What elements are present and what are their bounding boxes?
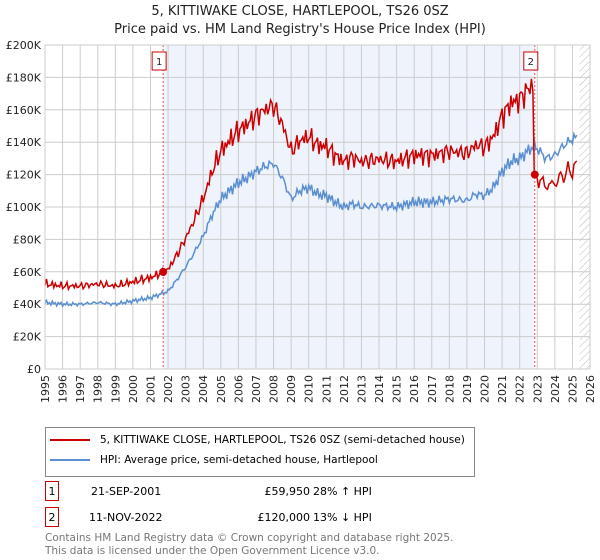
sale-badge: 1 [45,481,59,501]
sale-price: £120,000 [257,510,311,524]
x-tick-label: 2008 [268,375,281,403]
x-tick-label: 2009 [285,375,298,403]
x-tick-label: 2023 [531,375,544,403]
hpi-series-line [44,131,578,308]
x-tick-label: 2004 [197,375,210,403]
x-tick-label: 2026 [584,375,597,403]
red-line-swatch [50,439,90,441]
x-tick-label: 2001 [144,375,157,403]
legend-property-label: 5, KITTIWAKE CLOSE, HARTLEPOOL, TS26 0SZ… [100,434,465,446]
x-tick-label: 2003 [180,375,193,403]
sale-row-1: 1 21-SEP-2001 £59,950 28% ↑ HPI [45,481,372,501]
x-tick-label: 2022 [514,375,527,403]
y-tick-label: £80K [13,233,42,246]
x-tick-label: 2015 [391,375,404,403]
y-tick-label: £120K [6,169,42,182]
y-tick-label: £60K [13,266,42,279]
sale-row-2: 2 11-NOV-2022 £120,000 13% ↓ HPI [45,507,372,527]
x-tick-label: 1996 [57,375,70,403]
x-tick-label: 2000 [127,375,140,403]
x-tick-label: 2007 [250,375,263,403]
x-tick-label: 2012 [338,375,351,403]
chart-legend: 5, KITTIWAKE CLOSE, HARTLEPOOL, TS26 0SZ… [45,427,475,477]
y-tick-label: £140K [6,136,42,149]
price-chart: 1995 1996 1997 1998 1999 2000 2001 2002 2003 2004… [6,39,597,403]
x-tick-label: 2010 [303,375,316,403]
x-tick-label: 2025 [566,375,579,403]
x-tick-label: 1997 [74,375,87,403]
sale-marker-label: 1 [156,57,162,68]
sale-point [530,170,539,179]
sale-marker-label: 2 [528,57,534,68]
x-tick-label: 1998 [92,375,105,403]
plot-border [44,44,591,370]
legend-hpi-label: HPI: Average price, semi-detached house,… [100,454,378,466]
x-tick-label: 1995 [39,375,52,403]
x-tick-label: 2013 [355,375,368,403]
x-tick-label: 2017 [426,375,439,403]
x-tick-label: 2018 [443,375,456,403]
x-tick-label: 1999 [109,375,122,403]
y-tick-label: £180K [6,71,42,84]
sale-marker-badge [151,51,167,71]
blue-line-swatch [50,459,90,461]
x-tick-label: 2021 [496,375,509,403]
footer-line-1: Contains HM Land Registry data © Crown c… [45,532,454,544]
y-tick-label: £40K [13,298,42,311]
chart-title: 5, KITTIWAKE CLOSE, HARTLEPOOL, TS26 0SZ [151,4,449,19]
sale-hpi-diff: 13% ↓ HPI [313,510,372,524]
y-tick-label: £20K [13,331,42,344]
sale-point [159,267,168,276]
x-tick-label: 2005 [215,375,228,403]
x-tick-label: 2016 [408,375,421,403]
chart-subtitle: Price paid vs. HM Land Registry's House … [114,22,486,37]
y-tick-label: £200K [6,39,42,52]
property-series-line [44,78,578,292]
x-tick-label: 2006 [232,375,245,403]
x-tick-label: 2002 [162,375,175,403]
x-tick-label: 2019 [461,375,474,403]
x-tick-label: 2020 [479,375,492,403]
sale-price: £59,950 [264,484,311,498]
y-tick-label: £160K [6,104,42,117]
y-tick-label: £0 [27,363,41,376]
sale-date: 21-SEP-2001 [91,484,162,498]
y-tick-label: £100K [6,201,42,214]
sale-badge: 2 [45,507,59,527]
sale-date: 11-NOV-2022 [89,510,163,524]
x-tick-label: 2024 [549,375,562,403]
x-tick-label: 2011 [320,375,333,403]
sale-marker-badge [523,51,539,71]
footer-line-2: This data is licensed under the Open Gov… [45,545,380,557]
sale-hpi-diff: 28% ↑ HPI [313,484,372,498]
x-tick-label: 2014 [373,375,386,403]
